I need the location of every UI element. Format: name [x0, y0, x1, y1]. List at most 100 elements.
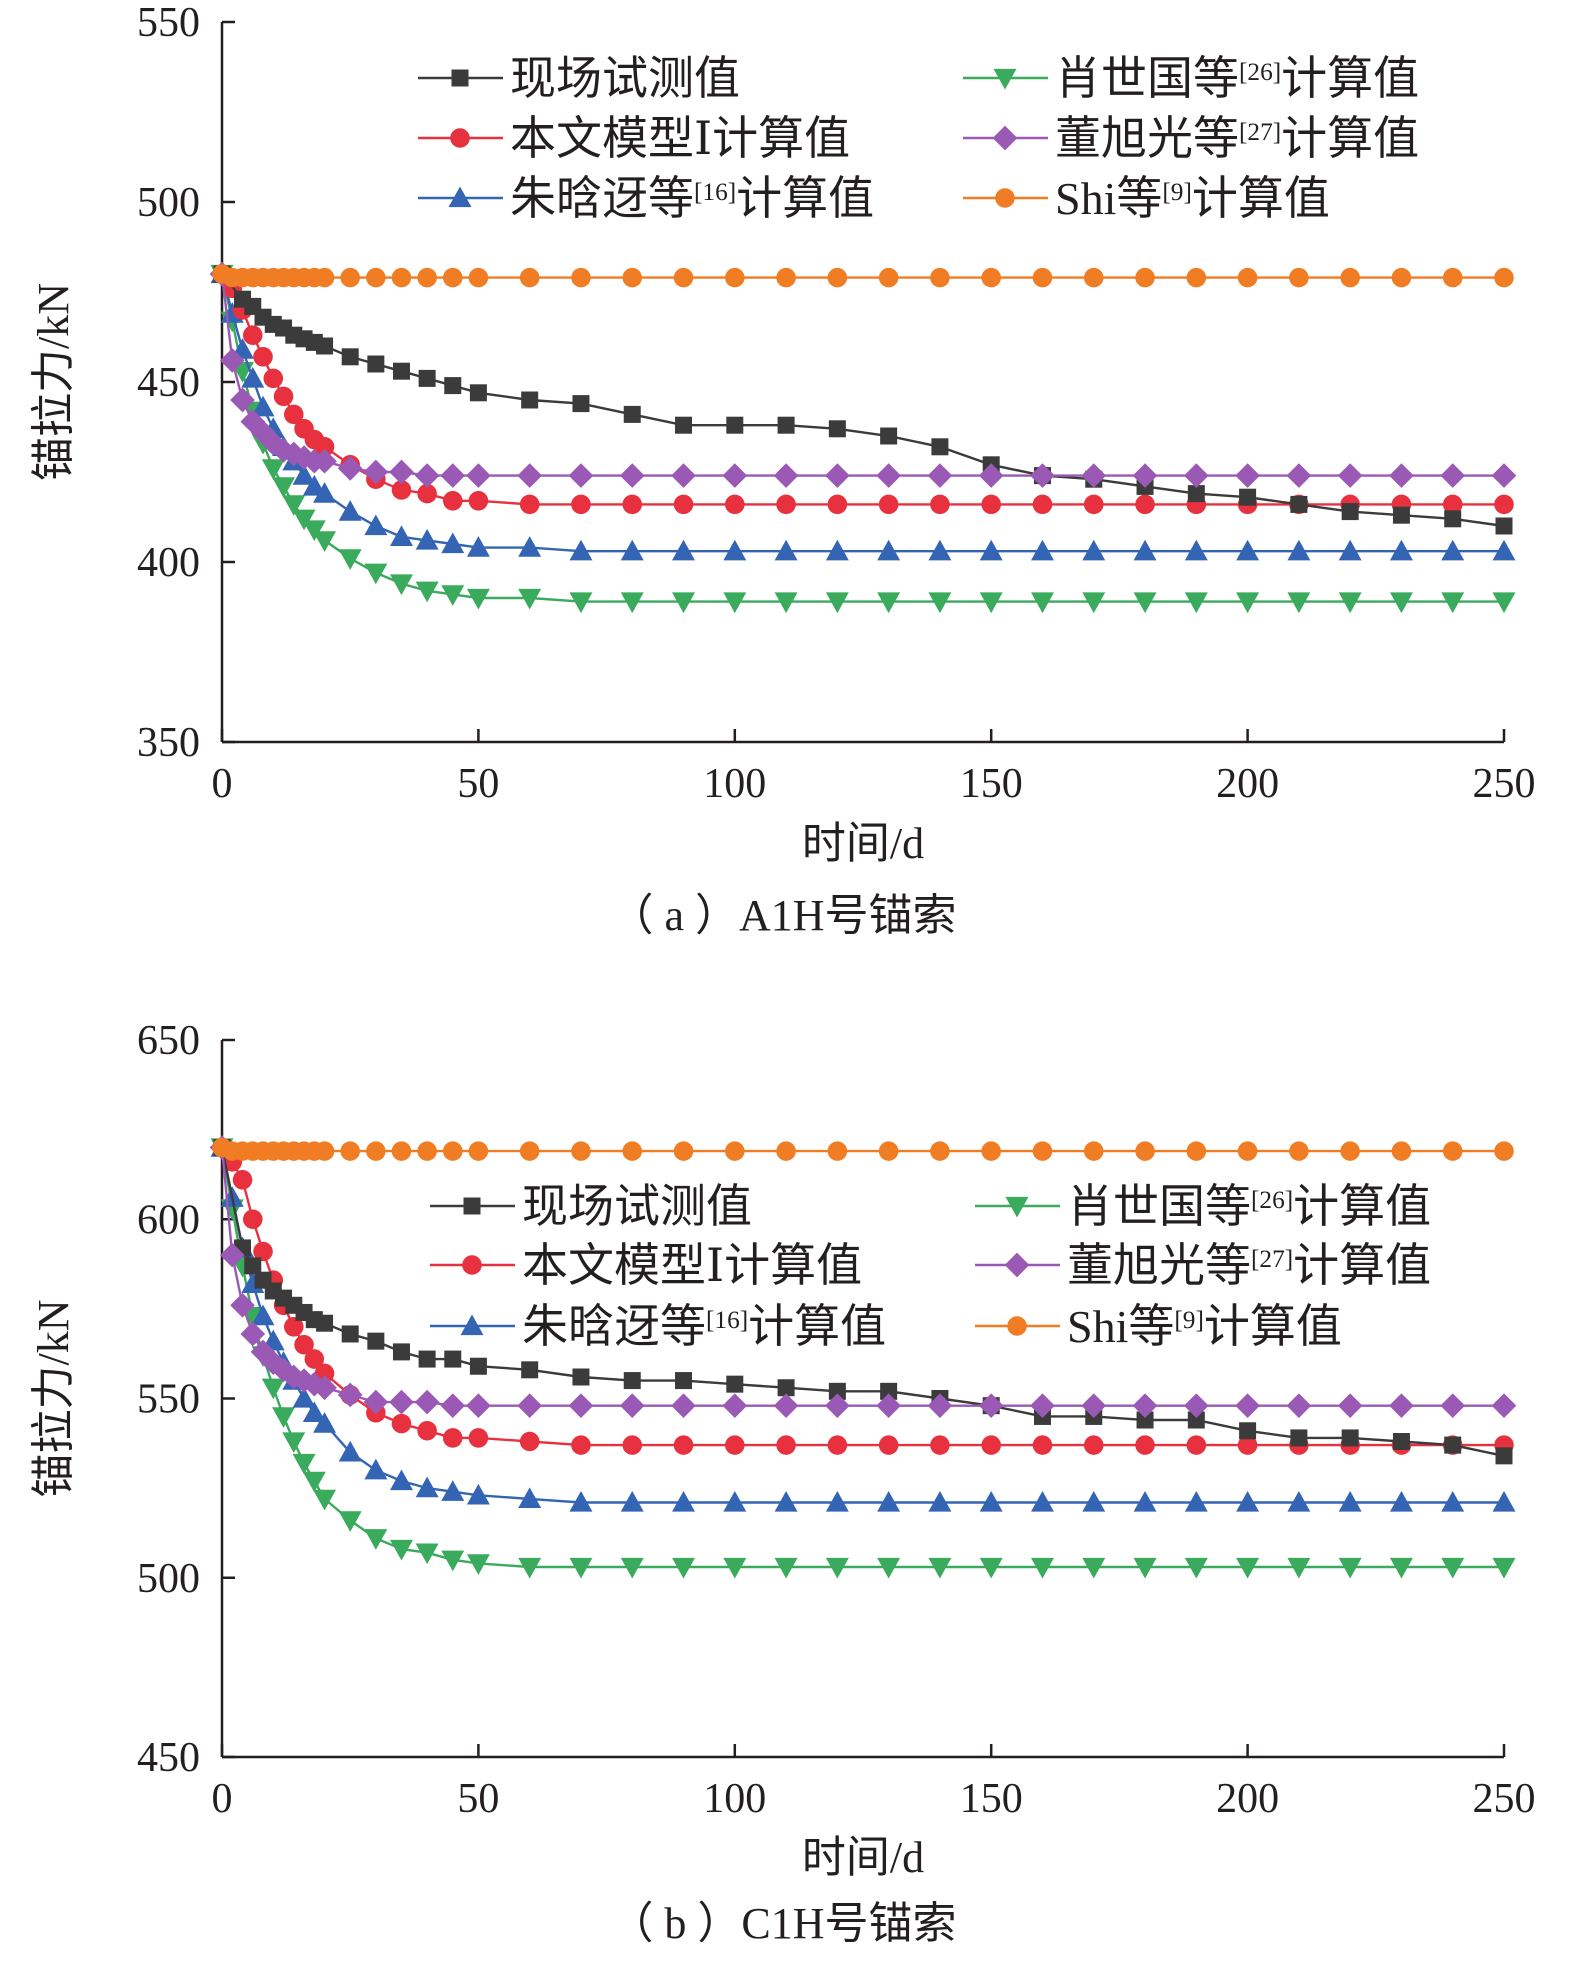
- data-point: [930, 1141, 950, 1161]
- x-tick-label: 250: [1473, 761, 1536, 807]
- data-point: [623, 1372, 641, 1390]
- data-point: [417, 1420, 437, 1441]
- data-point: [1135, 494, 1155, 515]
- data-point: [519, 1431, 540, 1452]
- x-tick-label: 100: [703, 761, 766, 807]
- data-point: [979, 1557, 1003, 1579]
- data-point: [292, 1387, 316, 1408]
- data-point: [466, 1393, 491, 1418]
- data-point: [825, 1393, 850, 1418]
- data-point: [620, 1557, 644, 1579]
- data-point: [620, 1490, 644, 1512]
- data-point: [777, 416, 795, 434]
- series-line: [220, 273, 1504, 603]
- legend-swatch-marker: [463, 1197, 481, 1215]
- series-line: [220, 273, 1504, 553]
- data-point: [978, 1393, 1004, 1418]
- legend-swatch-marker: [451, 69, 469, 87]
- data-point: [1341, 503, 1359, 521]
- data-point: [726, 1375, 744, 1393]
- data-point: [1391, 267, 1412, 288]
- data-point: [569, 1490, 593, 1512]
- data-point: [877, 1557, 901, 1579]
- data-point: [415, 1543, 439, 1565]
- data-point: [1239, 488, 1257, 506]
- data-point: [313, 531, 337, 552]
- data-point: [774, 539, 798, 561]
- data-point: [518, 1557, 542, 1579]
- data-point: [302, 1471, 326, 1493]
- data-point: [930, 1435, 950, 1455]
- data-point: [671, 463, 696, 488]
- y-tick-label: 550: [137, 0, 200, 46]
- data-point: [1236, 1490, 1260, 1512]
- data-point: [364, 514, 388, 536]
- data-point: [571, 1141, 591, 1161]
- data-point: [1289, 1141, 1309, 1161]
- panel-caption: （ a ）A1H号锚索: [609, 891, 956, 940]
- data-point: [441, 1480, 465, 1501]
- data-point: [725, 1141, 745, 1161]
- data-point: [313, 1412, 337, 1433]
- data-point: [774, 1490, 798, 1512]
- data-point: [722, 1393, 748, 1418]
- legend-item: 现场试测值: [430, 1181, 752, 1232]
- x-tick-label: 0: [212, 761, 233, 807]
- series-circle-5: [212, 264, 1514, 288]
- data-point: [1184, 592, 1208, 614]
- legend-item: 肖世国等[26]计算值: [963, 53, 1419, 104]
- data-point: [518, 1487, 542, 1509]
- data-point: [294, 1334, 314, 1355]
- legend-label: 朱晗迓等[16]计算值: [510, 173, 874, 224]
- data-point: [825, 463, 850, 488]
- series-circle-5: [212, 1137, 1514, 1161]
- legend-swatch-marker: [462, 1255, 482, 1275]
- data-point: [313, 1489, 337, 1511]
- data-point: [442, 1141, 463, 1161]
- data-point: [292, 1453, 316, 1475]
- legend-item: 董旭光等[27]计算值: [963, 113, 1419, 164]
- data-point: [571, 1435, 591, 1455]
- data-point: [1494, 1141, 1514, 1161]
- data-point: [337, 456, 363, 481]
- data-point: [1337, 463, 1363, 488]
- y-tick-label: 500: [137, 1556, 200, 1602]
- data-point: [1135, 1435, 1155, 1455]
- legend-item: Shi等[9]计算值: [963, 173, 1330, 224]
- data-point: [338, 1511, 362, 1532]
- data-point: [1441, 1490, 1465, 1512]
- data-point: [981, 267, 1001, 288]
- data-point: [673, 494, 694, 515]
- data-point: [1494, 267, 1514, 288]
- series-triangle-down-3: [210, 264, 1516, 614]
- data-point: [417, 483, 437, 504]
- x-tick-label: 50: [457, 1776, 499, 1822]
- data-point: [466, 1483, 490, 1505]
- data-point: [1031, 539, 1054, 561]
- data-point: [441, 532, 465, 554]
- data-point: [444, 377, 462, 395]
- data-point: [390, 1469, 413, 1491]
- legend-item: 肖世国等[26]计算值: [975, 1181, 1431, 1232]
- data-point: [1081, 1393, 1107, 1418]
- data-point: [1135, 1141, 1155, 1161]
- data-point: [876, 1393, 901, 1418]
- x-axis-label: 时间/d: [802, 1833, 924, 1882]
- data-point: [230, 387, 255, 413]
- data-point: [928, 592, 952, 614]
- data-point: [776, 1141, 796, 1161]
- data-point: [466, 536, 490, 557]
- series-triangle-up-2: [210, 262, 1516, 561]
- data-point: [1286, 1393, 1312, 1418]
- data-point: [572, 1368, 590, 1386]
- data-point: [366, 267, 386, 288]
- data-point: [725, 267, 745, 288]
- data-point: [979, 1490, 1003, 1512]
- data-point: [316, 337, 334, 355]
- data-point: [672, 1490, 695, 1512]
- data-point: [726, 416, 744, 434]
- x-tick-label: 50: [457, 761, 499, 807]
- panel-caption: （ b ）C1H号锚索: [609, 1899, 956, 1948]
- data-point: [1287, 592, 1311, 614]
